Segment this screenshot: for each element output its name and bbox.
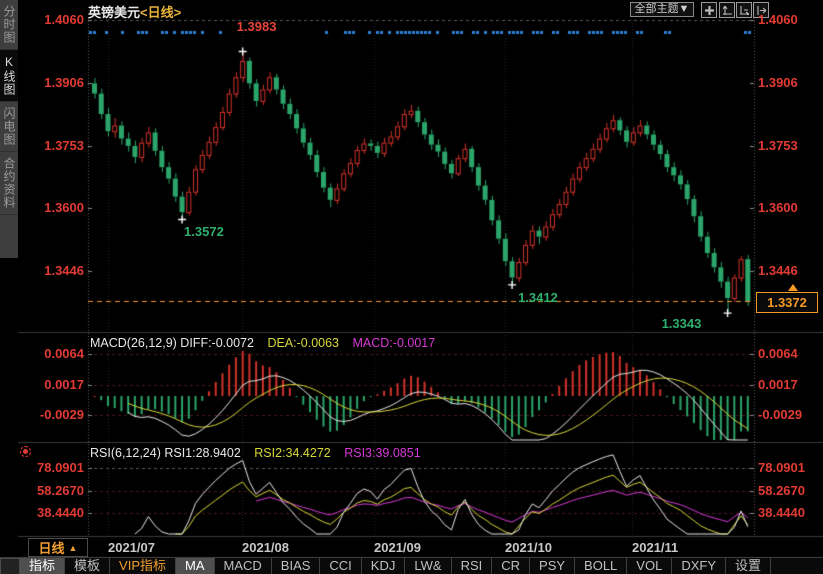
macd-indicator-header[interactable]: MACD(26,12,9) DIFF:-0.0072 DEA:-0.0063 M… (90, 336, 435, 350)
sidebar-item-1[interactable]: 分时图 (0, 0, 18, 50)
rsi_panel.ticks-tick-right: 38.4440 (758, 505, 805, 520)
pan-crosshair-icon[interactable] (701, 2, 717, 18)
current-price-marker-icon (788, 284, 798, 291)
rsi2-value: RSI2:34.4272 (254, 446, 331, 460)
top-bar: 英镑美元<日线> 全部主题▼ (18, 0, 823, 21)
symbol-name: 英镑美元 (88, 5, 141, 20)
rsi-indicator-header[interactable]: RSI(6,12,24) RSI1:28.9402 RSI2:34.4272 R… (90, 446, 421, 460)
main_chart.price_ticks-tick-left: 1.3600 (44, 200, 84, 215)
sidebar-item-2[interactable]: K线图 (0, 50, 18, 102)
macd-diff-value: MACD(26,12,9) DIFF:-0.0072 (90, 336, 254, 350)
macd_panel.ticks-tick-left: 0.0064 (44, 346, 84, 361)
macd_panel.ticks-tick-right: -0.0029 (758, 407, 803, 422)
macd_panel.ticks-tick-left: 0.0017 (44, 377, 84, 392)
rsi_panel.ticks-tick-right: 78.0901 (758, 460, 805, 475)
rsi1-value: RSI(6,12,24) RSI1:28.9402 (90, 446, 241, 460)
macd_panel.ticks-tick-left: -0.0029 (39, 407, 84, 422)
main_chart.price_ticks-tick-left: 1.3446 (44, 263, 84, 278)
page-jump-icon[interactable] (753, 2, 769, 18)
macd-macd-value: MACD:-0.0017 (352, 336, 436, 350)
price-annotation: 1.3343 (661, 316, 702, 332)
sidebar-item-3[interactable]: 闪电图 (0, 102, 18, 152)
main_chart.price_ticks-tick-right: 1.3446 (758, 263, 798, 278)
chart-title: 英镑美元<日线> (88, 2, 181, 21)
main_chart.price_ticks-tick-left: 1.3753 (44, 138, 84, 153)
chart-type-sidebar: 分时图 K线图 闪电图 合约资料 (0, 0, 18, 258)
period-label: <日线> (140, 5, 182, 20)
main_chart.price_ticks-tick-right: 1.3906 (758, 75, 798, 90)
main_chart.price_ticks-tick-left: 1.3906 (44, 75, 84, 90)
toolbar-item-8[interactable]: LW& (405, 558, 452, 574)
current-price-badge: 1.3372 (756, 292, 818, 313)
date-axis-tick: 2021/07 (108, 540, 155, 555)
toolbar-item-9[interactable]: RSI (452, 558, 493, 574)
rsi_panel.ticks-tick-left: 78.0901 (37, 460, 84, 475)
rsi_panel.ticks-tick-left: 58.2670 (37, 483, 84, 498)
scale-y-axis-icon[interactable] (719, 2, 735, 18)
main_chart.price_ticks-tick-left: 1.4060 (44, 12, 84, 27)
rsi_panel.ticks-tick-right: 58.2670 (758, 483, 805, 498)
theme-dropdown-button[interactable]: 全部主题▼ (630, 2, 694, 17)
date-axis-tick: 2021/11 (632, 540, 679, 555)
toolbar-item-6[interactable]: CCI (320, 558, 362, 574)
toolbar-item-2[interactable]: VIP指标 (110, 558, 176, 574)
date-axis-tick: 2021/09 (374, 540, 421, 555)
toolbar-item-4[interactable]: MACD (215, 558, 272, 574)
toolbar-item-7[interactable]: KDJ (362, 558, 406, 574)
rsi3-value: RSI3:39.0851 (344, 446, 421, 460)
toolbar-item-0[interactable]: 指标 (20, 558, 66, 574)
date-axis-tick: 2021/08 (242, 540, 289, 555)
chevron-up-icon: ▲ (68, 542, 78, 553)
toolbar-item-5[interactable]: BIAS (272, 558, 321, 574)
main_chart.price_ticks-tick-right: 1.4060 (758, 12, 798, 27)
macd-dea-value: DEA:-0.0063 (267, 336, 340, 350)
main_chart.price_ticks-tick-right: 1.3600 (758, 200, 798, 215)
macd_panel.ticks-tick-right: 0.0064 (758, 346, 798, 361)
toolbar-item-14[interactable]: DXFY (672, 558, 726, 574)
toolbar-item-12[interactable]: BOLL (575, 558, 628, 574)
period-selector-label: 日线 (38, 541, 65, 556)
date-axis-tick: 2021/10 (505, 540, 552, 555)
toolbar-item-11[interactable]: PSY (530, 558, 576, 574)
toolbar-item-10[interactable]: CR (492, 558, 531, 574)
rsi_panel.ticks-tick-left: 38.4440 (37, 505, 84, 520)
toolbar-corner-button[interactable] (0, 558, 20, 574)
toolbar-item-13[interactable]: VOL (627, 558, 673, 574)
price-annotation: 1.3572 (184, 224, 224, 240)
main_chart.price_ticks-tick-right: 1.3753 (758, 138, 798, 153)
sidebar-item-4[interactable]: 合约资料 (0, 152, 18, 215)
period-selector[interactable]: 日线 ▲ (28, 538, 88, 557)
scale-x-axis-icon[interactable] (736, 2, 752, 18)
price-annotation: 1.3412 (518, 289, 558, 305)
toolbar-item-1[interactable]: 模板 (65, 558, 111, 574)
indicator-flag-icon[interactable] (20, 446, 31, 457)
macd_panel.ticks-tick-right: 0.0017 (758, 377, 798, 392)
indicator-toolbar: 指标 模板 VIP指标 MA MACD BIAS CCI KDJ LW& RSI CR PSY BOLL… (0, 557, 823, 574)
toolbar-item-3[interactable]: MA (176, 558, 215, 574)
price-annotation: 1.3983 (236, 19, 277, 35)
toolbar-item-15[interactable]: 设置 (726, 558, 771, 574)
